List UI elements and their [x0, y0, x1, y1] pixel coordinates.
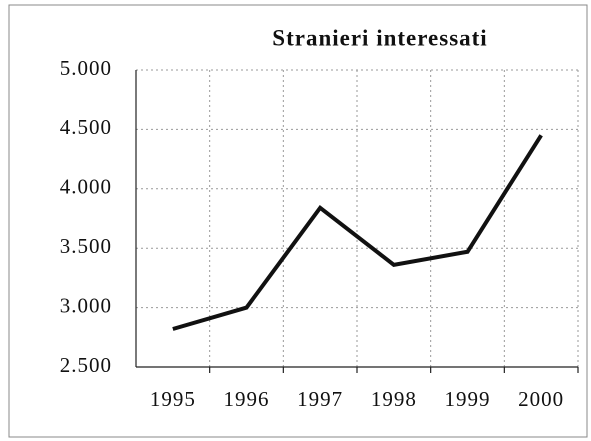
y-tick-label: 2.500	[60, 353, 112, 377]
x-tick-label: 1998	[371, 387, 417, 411]
y-tick-label: 3.500	[60, 234, 112, 258]
x-tick-label: 1996	[224, 387, 270, 411]
y-tick-label: 4.000	[60, 175, 112, 199]
y-tick-label: 5.000	[60, 56, 112, 80]
chart-frame	[8, 4, 588, 438]
chart-title: Stranieri interessati	[272, 25, 487, 50]
y-tick-label: 3.000	[60, 293, 112, 317]
data-line	[172, 134, 543, 331]
y-tick-label: 4.500	[60, 115, 112, 139]
x-tick-label: 2000	[518, 387, 564, 411]
x-tick-label: 1995	[150, 387, 196, 411]
x-tick-label: 1999	[445, 387, 491, 411]
x-tick-label: 1997	[297, 387, 343, 411]
